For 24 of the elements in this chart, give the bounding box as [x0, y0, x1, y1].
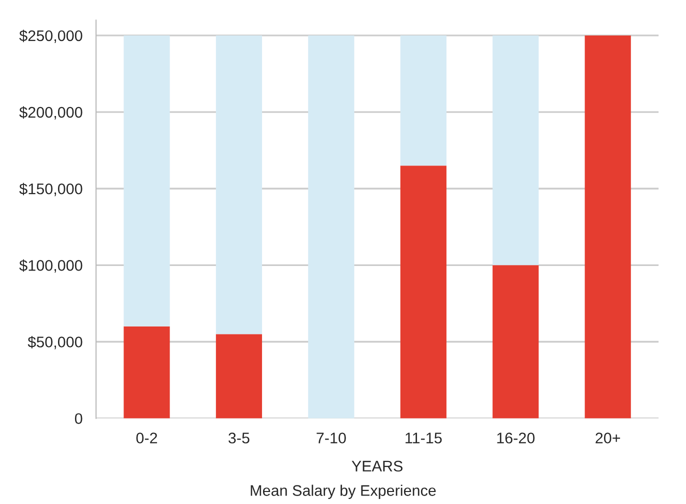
- x-tick-label: 20+: [596, 432, 620, 444]
- bar: [400, 35, 446, 166]
- text: Mean Salary by Experience: [250, 484, 436, 499]
- y-tick-label: $150,000: [19, 182, 82, 196]
- y-tick-label: $100,000: [19, 259, 82, 273]
- x-tick-label: 11-15: [406, 432, 442, 444]
- y-tick-label: $50,000: [28, 336, 82, 350]
- bar: [492, 35, 539, 266]
- bar: [400, 166, 446, 418]
- y-tick-label: 0: [74, 413, 82, 424]
- x-axis-title: YEARS: [352, 460, 402, 472]
- y-tick-label: $200,000: [19, 106, 82, 120]
- bar: [124, 326, 170, 418]
- bar: [308, 35, 354, 418]
- bar: [124, 35, 170, 326]
- x-tick-label: 16-20: [497, 432, 535, 444]
- x-tick-label: 7-10: [316, 432, 346, 444]
- bar: [216, 334, 262, 418]
- bar: [584, 35, 631, 418]
- bar: [492, 265, 539, 418]
- bar: [216, 35, 262, 334]
- x-tick-label: 0-2: [136, 432, 158, 444]
- y-tick-label: $250,000: [19, 30, 82, 43]
- x-tick-label: 3-5: [228, 432, 250, 444]
